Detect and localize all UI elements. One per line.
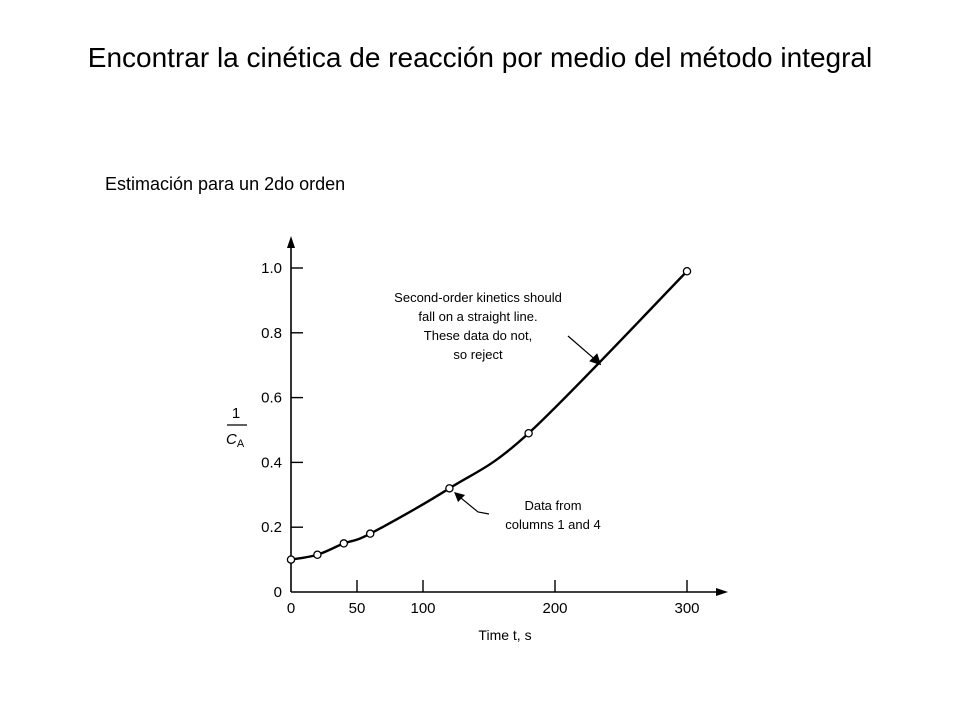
x-tick-label: 0 xyxy=(287,600,295,617)
annotation-text: Second-order kinetics should xyxy=(394,290,562,305)
annotation-text: These data do not, xyxy=(424,328,532,343)
annotation-arrowhead xyxy=(454,491,466,502)
y-tick-label: 0.6 xyxy=(261,390,282,407)
y-axis-label-den-sub: A xyxy=(237,438,245,450)
data-point xyxy=(286,555,296,564)
x-tick-label: 100 xyxy=(410,600,435,617)
ticks: 0 0.2 0.4 0.6 0.8 1.0 0 50 100 200 300 xyxy=(261,260,699,617)
annotation-leader xyxy=(455,493,490,515)
annotation-text: so reject xyxy=(453,347,503,362)
y-axis-label-den-c: C xyxy=(226,431,237,448)
annotation-text: columns 1 and 4 xyxy=(505,517,600,532)
data-point xyxy=(365,529,375,538)
y-tick-label: 0.2 xyxy=(261,519,282,536)
y-axis-label-numerator: 1 xyxy=(232,405,240,422)
data-points xyxy=(286,266,692,564)
y-axis-label: 1 CA xyxy=(226,405,247,450)
annotations: Second-order kinetics should fall on a st… xyxy=(394,290,602,532)
slide-title: Encontrar la cinética de reacción por me… xyxy=(87,42,873,73)
y-axis-label-denominator: CA xyxy=(226,431,245,450)
x-axis-arrow xyxy=(716,588,728,596)
slide-subtitle: Estimación para un 2do orden xyxy=(105,174,346,194)
annotation-arrowhead xyxy=(589,353,602,366)
x-tick-label: 300 xyxy=(674,600,699,617)
x-tick-label: 200 xyxy=(542,600,567,617)
x-tick-label: 50 xyxy=(349,600,366,617)
data-point xyxy=(313,550,322,559)
annotation-text: Data from xyxy=(524,498,581,513)
data-point xyxy=(682,266,692,276)
y-tick-label: 0 xyxy=(274,584,282,601)
y-axis-arrow xyxy=(287,236,295,248)
y-tick-label: 0.4 xyxy=(261,454,282,471)
data-point xyxy=(339,539,349,548)
y-tick-label: 0.8 xyxy=(261,325,282,342)
data-point xyxy=(445,484,454,493)
data-point xyxy=(524,428,533,438)
y-tick-label: 1.0 xyxy=(261,260,282,277)
annotation-text: fall on a straight line. xyxy=(418,309,537,324)
x-axis-label: Time t, s xyxy=(478,627,531,643)
axes xyxy=(287,236,728,596)
